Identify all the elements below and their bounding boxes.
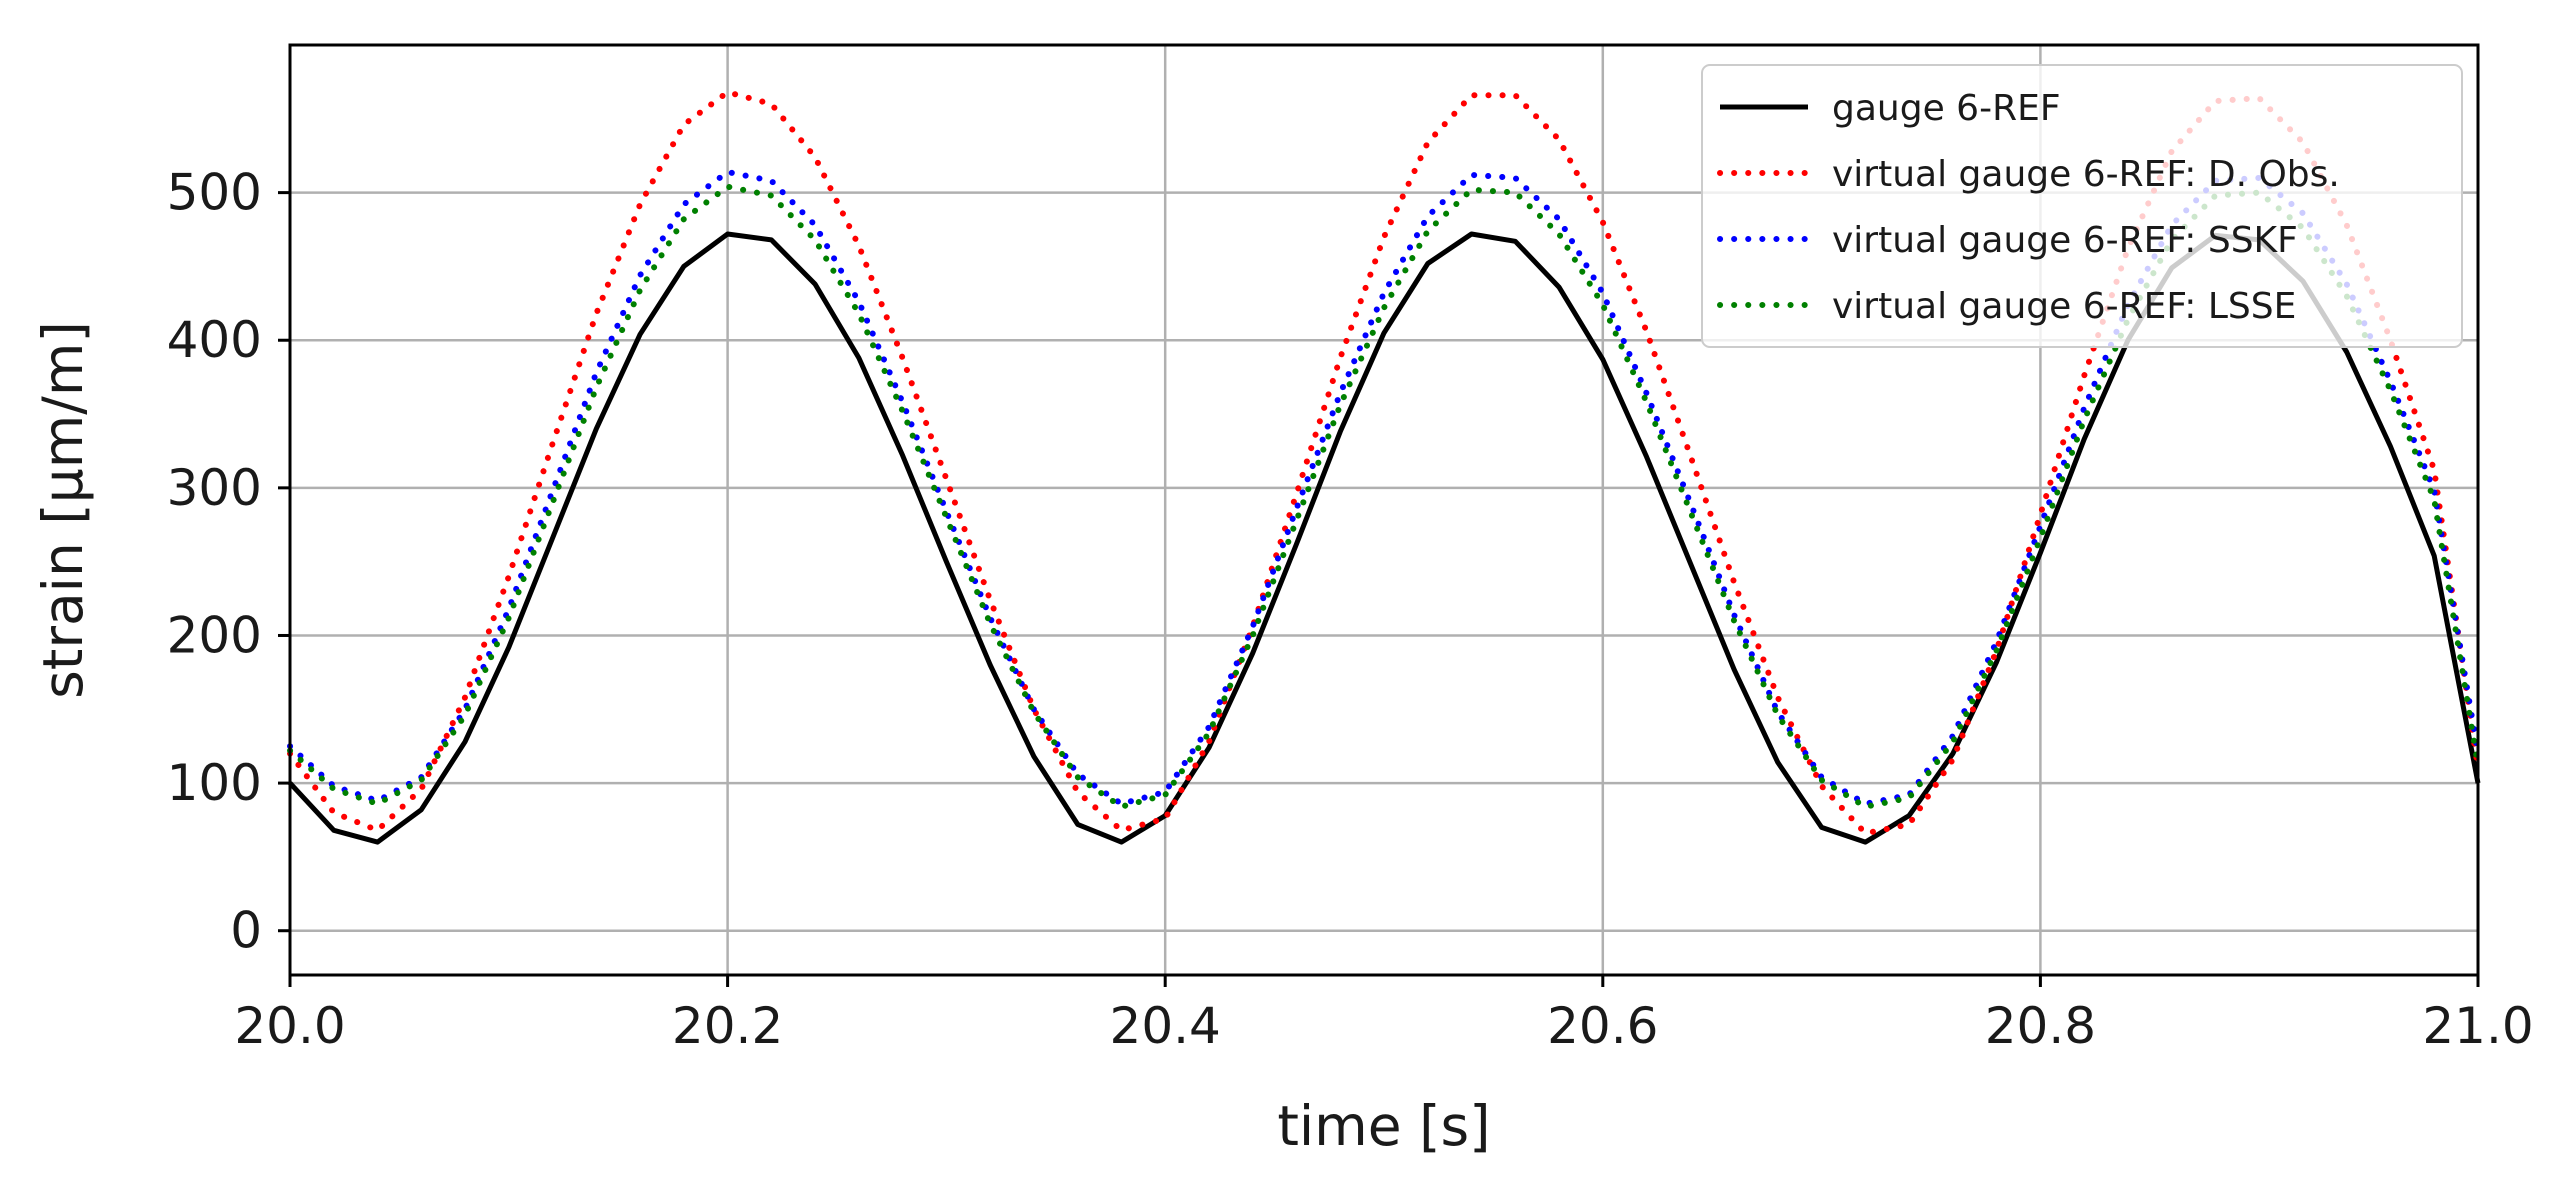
series-line-4 [287,183,2481,810]
x-tick-label: 20.6 [1547,997,1658,1055]
plot-frame [288,43,2480,977]
legend: gauge 6-REF virtual gauge 6-REF: D. Obs. v… [1701,64,2463,348]
series-line-1 [288,231,2481,845]
legend-label-1: gauge 6-REF [1832,88,2061,129]
y-tick-label: 300 [167,459,262,517]
x-tick-label: 20.8 [1985,997,2096,1055]
y-tick-label: 400 [167,311,262,369]
x-tick-label: 20.4 [1110,997,1221,1055]
legend-label-2: virtual gauge 6-REF: D. Obs. [1832,154,2340,195]
y-tick-label: 500 [167,164,262,222]
series-line-2 [287,89,2481,837]
y-tick-label: 100 [167,754,262,812]
x-axis-label: time [s] [1277,1094,1490,1158]
series-layer [287,89,2481,845]
y-tick-label: 0 [230,902,262,960]
y-axis-label: strain [µm/m] [31,321,95,699]
ticks: 20.0 20.2 20.4 20.6 20.8 21.0 0 100 200 300 400 500 [167,164,2534,1055]
x-tick-label: 21.0 [2422,997,2533,1055]
legend-label-4: virtual gauge 6-REF: LSSE [1832,286,2296,327]
y-tick-label: 200 [167,606,262,664]
series-line-3 [287,169,2481,807]
legend-label-3: virtual gauge 6-REF: SSKF [1832,220,2298,261]
x-tick-label: 20.2 [672,997,783,1055]
legend-box [1701,64,2463,348]
x-tick-label: 20.0 [234,997,345,1055]
